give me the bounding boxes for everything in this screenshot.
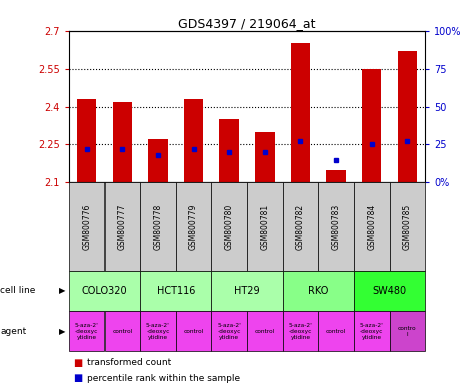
Text: ■: ■ (74, 373, 83, 383)
Bar (77, 99, 96, 182)
Bar (362, 69, 381, 182)
Text: SW480: SW480 (372, 286, 407, 296)
Text: percentile rank within the sample: percentile rank within the sample (87, 374, 240, 382)
Text: HCT116: HCT116 (157, 286, 195, 296)
Text: control: control (326, 329, 346, 334)
Bar (148, 139, 168, 182)
Text: GSM800778: GSM800778 (153, 204, 162, 250)
Text: HT29: HT29 (234, 286, 260, 296)
Text: control: control (112, 329, 133, 334)
Text: ▶: ▶ (58, 286, 65, 295)
Text: GSM800785: GSM800785 (403, 204, 412, 250)
Text: COLO320: COLO320 (82, 286, 127, 296)
Text: RKO: RKO (308, 286, 328, 296)
Text: control: control (183, 329, 204, 334)
Text: ■: ■ (74, 358, 83, 368)
Text: 5-aza-2'
-deoxyc
ytidine: 5-aza-2' -deoxyc ytidine (360, 323, 384, 339)
Text: GSM800776: GSM800776 (82, 204, 91, 250)
Bar (291, 43, 310, 182)
Text: transformed count: transformed count (87, 358, 171, 367)
Text: GSM800784: GSM800784 (367, 204, 376, 250)
Bar (113, 101, 132, 182)
Text: 5-aza-2'
-deoxyc
ytidine: 5-aza-2' -deoxyc ytidine (288, 323, 313, 339)
Title: GDS4397 / 219064_at: GDS4397 / 219064_at (178, 17, 316, 30)
Text: agent: agent (0, 327, 27, 336)
Text: GSM800783: GSM800783 (332, 204, 341, 250)
Text: GSM800780: GSM800780 (225, 204, 234, 250)
Bar (255, 132, 275, 182)
Text: 5-aza-2'
-deoxyc
ytidine: 5-aza-2' -deoxyc ytidine (146, 323, 170, 339)
Text: GSM800779: GSM800779 (189, 204, 198, 250)
Text: contro
l: contro l (398, 326, 417, 337)
Text: GSM800782: GSM800782 (296, 204, 305, 250)
Bar (398, 51, 417, 182)
Text: 5-aza-2'
-deoxyc
ytidine: 5-aza-2' -deoxyc ytidine (75, 323, 99, 339)
Text: 5-aza-2'
-deoxyc
ytidine: 5-aza-2' -deoxyc ytidine (217, 323, 241, 339)
Text: GSM800781: GSM800781 (260, 204, 269, 250)
Text: ▶: ▶ (58, 327, 65, 336)
Text: control: control (255, 329, 275, 334)
Text: GSM800777: GSM800777 (118, 204, 127, 250)
Text: cell line: cell line (0, 286, 36, 295)
Bar (184, 99, 203, 182)
Bar (219, 119, 239, 182)
Bar (326, 170, 346, 182)
